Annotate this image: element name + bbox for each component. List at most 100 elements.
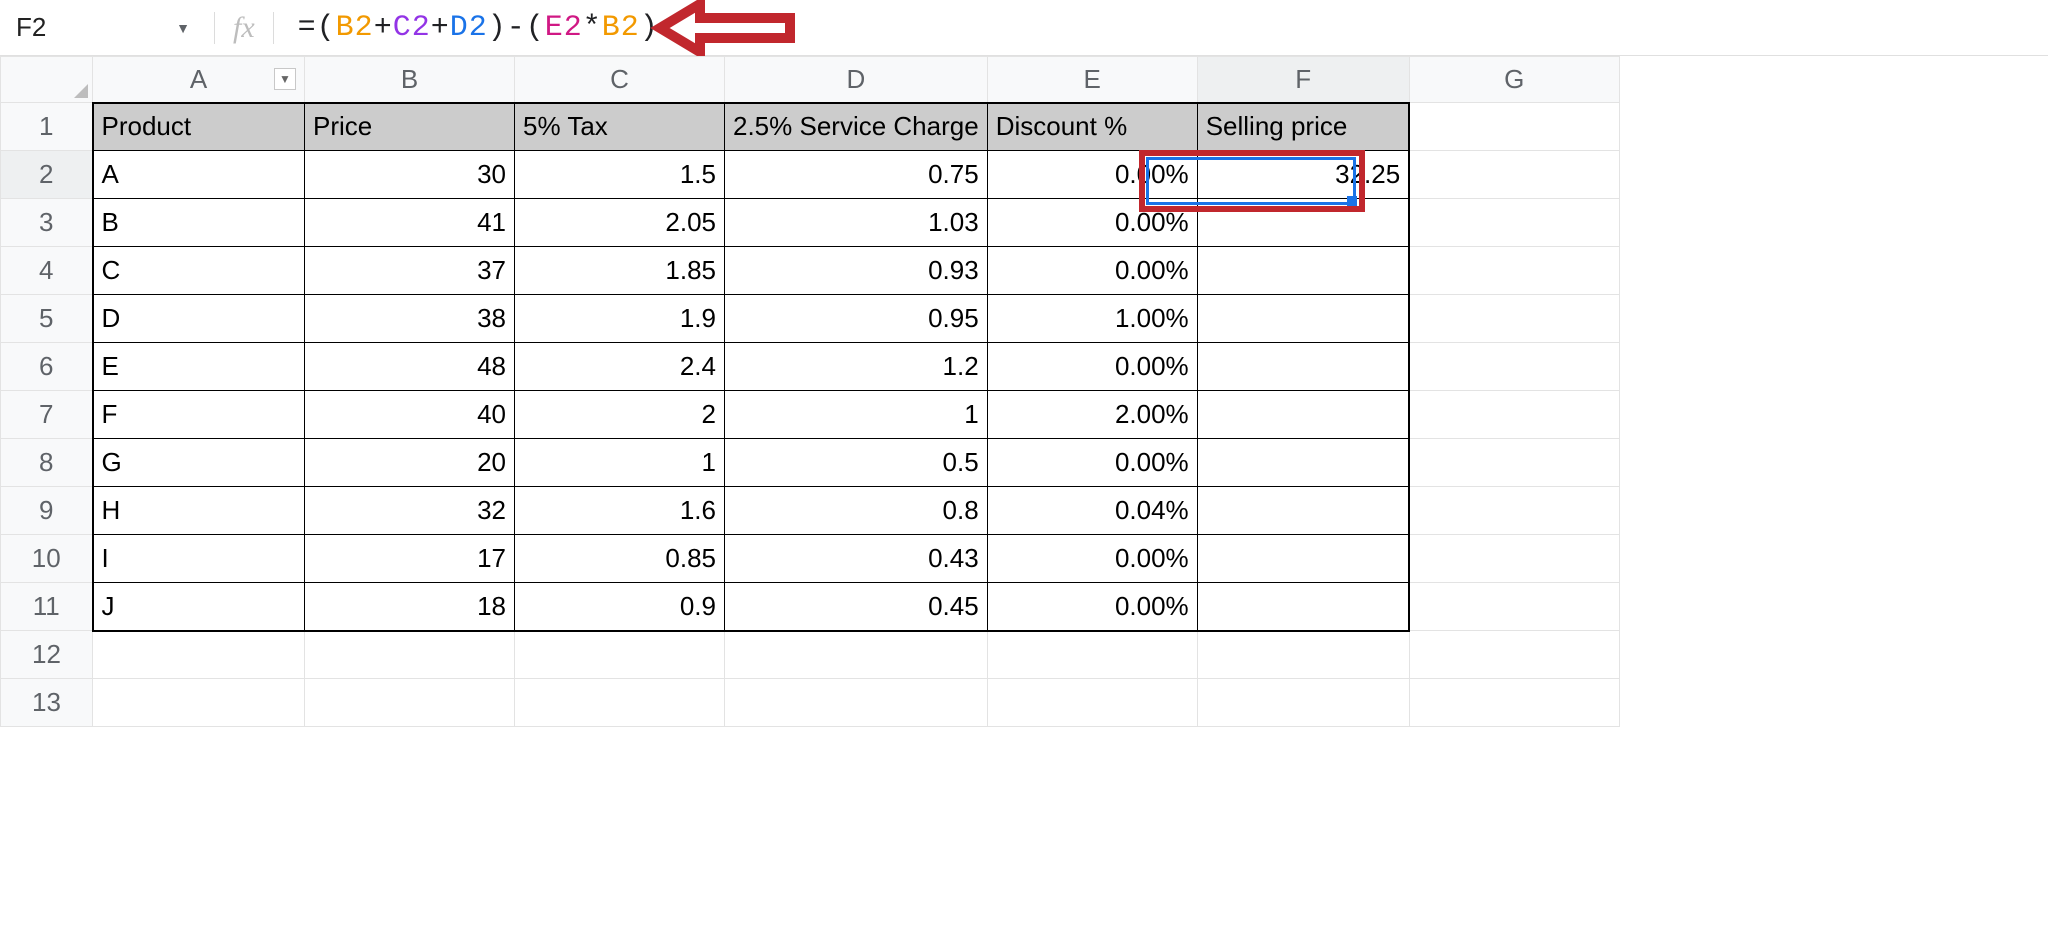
cell-E3[interactable]: 0.00% (987, 199, 1197, 247)
cell-A2[interactable]: A (93, 151, 305, 199)
cell-C1[interactable]: 5% Tax (515, 103, 725, 151)
cell-D5[interactable]: 0.95 (725, 295, 988, 343)
column-filter-icon[interactable]: ▼ (274, 68, 296, 90)
cell-E10[interactable]: 0.00% (987, 535, 1197, 583)
cell-E8[interactable]: 0.00% (987, 439, 1197, 487)
cell-D2[interactable]: 0.75 (725, 151, 988, 199)
cell-D4[interactable]: 0.93 (725, 247, 988, 295)
row-header-3[interactable]: 3 (1, 199, 93, 247)
cell-B3[interactable]: 41 (305, 199, 515, 247)
cell-A4[interactable]: C (93, 247, 305, 295)
cell-G7[interactable] (1409, 391, 1619, 439)
cell-B1[interactable]: Price (305, 103, 515, 151)
cell-B12[interactable] (305, 631, 515, 679)
row-header-7[interactable]: 7 (1, 391, 93, 439)
cell-E1[interactable]: Discount % (987, 103, 1197, 151)
cell-D7[interactable]: 1 (725, 391, 988, 439)
cell-E11[interactable]: 0.00% (987, 583, 1197, 631)
cell-G9[interactable] (1409, 487, 1619, 535)
cell-G10[interactable] (1409, 535, 1619, 583)
name-box[interactable]: F2 ▼ (0, 12, 200, 43)
cell-C3[interactable]: 2.05 (515, 199, 725, 247)
column-header-G[interactable]: G (1409, 57, 1619, 103)
cell-D11[interactable]: 0.45 (725, 583, 988, 631)
cell-G8[interactable] (1409, 439, 1619, 487)
cell-F10[interactable] (1197, 535, 1409, 583)
cell-F13[interactable] (1197, 679, 1409, 727)
column-header-F[interactable]: F (1197, 57, 1409, 103)
cell-B7[interactable]: 40 (305, 391, 515, 439)
column-header-E[interactable]: E (987, 57, 1197, 103)
column-header-D[interactable]: D (725, 57, 988, 103)
row-header-2[interactable]: 2 (1, 151, 93, 199)
cell-G11[interactable] (1409, 583, 1619, 631)
cell-F5[interactable] (1197, 295, 1409, 343)
cell-D10[interactable]: 0.43 (725, 535, 988, 583)
cell-D1[interactable]: 2.5% Service Charge (725, 103, 988, 151)
cell-A12[interactable] (93, 631, 305, 679)
cell-B6[interactable]: 48 (305, 343, 515, 391)
cell-B5[interactable]: 38 (305, 295, 515, 343)
column-header-B[interactable]: B (305, 57, 515, 103)
cell-B8[interactable]: 20 (305, 439, 515, 487)
cell-A9[interactable]: H (93, 487, 305, 535)
select-all-corner[interactable] (1, 57, 93, 103)
cell-E5[interactable]: 1.00% (987, 295, 1197, 343)
cell-E12[interactable] (987, 631, 1197, 679)
cell-E4[interactable]: 0.00% (987, 247, 1197, 295)
cell-C4[interactable]: 1.85 (515, 247, 725, 295)
cell-C2[interactable]: 1.5 (515, 151, 725, 199)
cell-C8[interactable]: 1 (515, 439, 725, 487)
row-header-11[interactable]: 11 (1, 583, 93, 631)
cell-C9[interactable]: 1.6 (515, 487, 725, 535)
name-box-dropdown-icon[interactable]: ▼ (176, 20, 190, 36)
cell-C12[interactable] (515, 631, 725, 679)
cell-A11[interactable]: J (93, 583, 305, 631)
cell-F2[interactable]: 32.25 (1197, 151, 1409, 199)
cell-A7[interactable]: F (93, 391, 305, 439)
cell-A5[interactable]: D (93, 295, 305, 343)
cell-B2[interactable]: 30 (305, 151, 515, 199)
row-header-13[interactable]: 13 (1, 679, 93, 727)
cell-A13[interactable] (93, 679, 305, 727)
cell-C11[interactable]: 0.9 (515, 583, 725, 631)
cell-G3[interactable] (1409, 199, 1619, 247)
cell-B13[interactable] (305, 679, 515, 727)
cell-E6[interactable]: 0.00% (987, 343, 1197, 391)
cell-C6[interactable]: 2.4 (515, 343, 725, 391)
cell-D13[interactable] (725, 679, 988, 727)
cell-F3[interactable] (1197, 199, 1409, 247)
column-header-C[interactable]: C (515, 57, 725, 103)
cell-B9[interactable]: 32 (305, 487, 515, 535)
cell-E13[interactable] (987, 679, 1197, 727)
row-header-12[interactable]: 12 (1, 631, 93, 679)
cell-A3[interactable]: B (93, 199, 305, 247)
column-header-A[interactable]: A▼ (93, 57, 305, 103)
cell-C5[interactable]: 1.9 (515, 295, 725, 343)
cell-F1[interactable]: Selling price (1197, 103, 1409, 151)
cell-F12[interactable] (1197, 631, 1409, 679)
cell-F11[interactable] (1197, 583, 1409, 631)
row-header-9[interactable]: 9 (1, 487, 93, 535)
cell-G4[interactable] (1409, 247, 1619, 295)
cell-F4[interactable] (1197, 247, 1409, 295)
cell-D6[interactable]: 1.2 (725, 343, 988, 391)
cell-D3[interactable]: 1.03 (725, 199, 988, 247)
cell-A6[interactable]: E (93, 343, 305, 391)
cell-F9[interactable] (1197, 487, 1409, 535)
cell-F8[interactable] (1197, 439, 1409, 487)
cell-C10[interactable]: 0.85 (515, 535, 725, 583)
cell-G1[interactable] (1409, 103, 1619, 151)
cell-B11[interactable]: 18 (305, 583, 515, 631)
row-header-4[interactable]: 4 (1, 247, 93, 295)
cell-G13[interactable] (1409, 679, 1619, 727)
row-header-8[interactable]: 8 (1, 439, 93, 487)
cell-F6[interactable] (1197, 343, 1409, 391)
cell-E2[interactable]: 0.00% (987, 151, 1197, 199)
row-header-6[interactable]: 6 (1, 343, 93, 391)
cell-C7[interactable]: 2 (515, 391, 725, 439)
cell-A8[interactable]: G (93, 439, 305, 487)
cell-B10[interactable]: 17 (305, 535, 515, 583)
cell-A10[interactable]: I (93, 535, 305, 583)
row-header-10[interactable]: 10 (1, 535, 93, 583)
